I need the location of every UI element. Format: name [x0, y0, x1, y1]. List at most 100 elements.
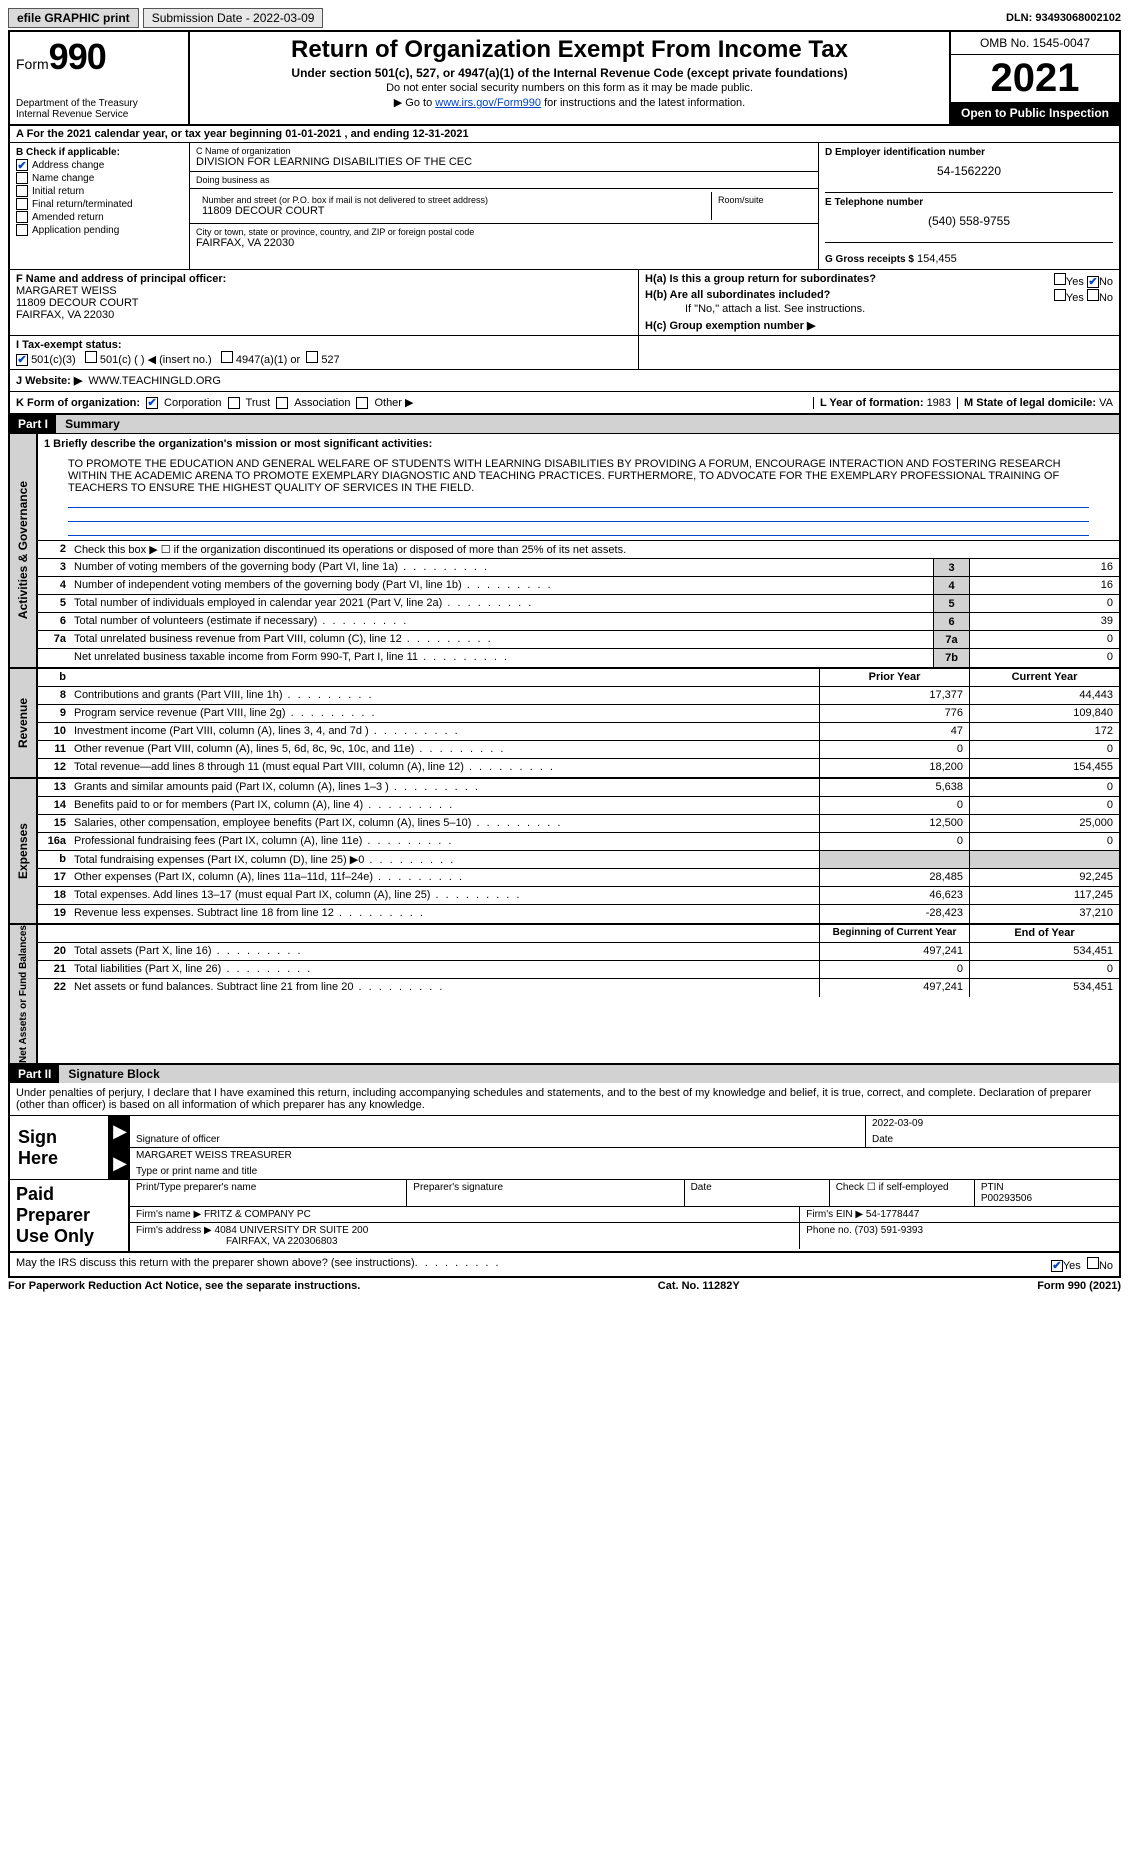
phone-label: E Telephone number	[825, 197, 1113, 208]
line-desc: Other expenses (Part IX, column (A), lin…	[70, 869, 819, 886]
discuss-yes: Yes	[1063, 1260, 1081, 1272]
line-value: 39	[969, 613, 1119, 630]
hdr-current-year: Current Year	[969, 669, 1119, 686]
part1-header: Part I	[10, 415, 56, 433]
cb-discuss-yes[interactable]	[1051, 1260, 1063, 1272]
dba-label: Doing business as	[196, 175, 812, 185]
sign-here-label: Sign Here	[10, 1116, 110, 1179]
cb-501c3[interactable]	[16, 354, 28, 366]
opt-527: 527	[321, 354, 339, 366]
line-desc: Number of voting members of the governin…	[70, 559, 933, 576]
line-num: 6	[38, 613, 70, 630]
website-label: J Website: ▶	[16, 374, 82, 387]
current-value: 92,245	[969, 869, 1119, 886]
vtab-net-assets: Net Assets or Fund Balances	[10, 925, 38, 1063]
current-value: 534,451	[969, 979, 1119, 997]
mission-label: 1 Briefly describe the organization's mi…	[38, 434, 1119, 454]
form-org-label: K Form of organization:	[16, 397, 140, 409]
cb-initial-return[interactable]	[16, 185, 28, 197]
cb-corp[interactable]	[146, 397, 158, 409]
cb-hb-yes[interactable]	[1054, 289, 1066, 301]
line-box: 7a	[933, 631, 969, 648]
discuss-no: No	[1099, 1260, 1113, 1272]
current-value: 109,840	[969, 705, 1119, 722]
line-value: 0	[969, 595, 1119, 612]
prep-phone-label: Phone no.	[806, 1225, 852, 1236]
form-subtitle: Under section 501(c), 527, or 4947(a)(1)…	[196, 66, 943, 80]
firm-name: FRITZ & COMPANY PC	[204, 1209, 311, 1220]
declaration-text: Under penalties of perjury, I declare th…	[10, 1083, 1119, 1116]
dept-label: Department of the Treasury	[16, 98, 182, 109]
cb-assoc[interactable]	[276, 397, 288, 409]
form-prefix: Form	[16, 56, 49, 72]
form-title: Return of Organization Exempt From Incom…	[196, 36, 943, 64]
line-num: 15	[38, 815, 70, 832]
domicile-value: VA	[1099, 397, 1113, 409]
cb-final-return[interactable]	[16, 198, 28, 210]
prior-value: 0	[819, 741, 969, 758]
tax-year: 2021	[951, 55, 1119, 102]
current-value: 117,245	[969, 887, 1119, 904]
line-num: 14	[38, 797, 70, 814]
irs-link[interactable]: www.irs.gov/Form990	[435, 97, 541, 109]
year-formation: 1983	[927, 397, 951, 409]
open-public: Open to Public Inspection	[951, 102, 1119, 124]
firm-name-label: Firm's name ▶	[136, 1209, 201, 1220]
opt-corp: Corporation	[164, 397, 221, 409]
part2-header: Part II	[10, 1065, 59, 1083]
current-value: 0	[969, 779, 1119, 796]
line-desc: Total expenses. Add lines 13–17 (must eq…	[70, 887, 819, 904]
line-desc: Total unrelated business revenue from Pa…	[70, 631, 933, 648]
line-value: 16	[969, 577, 1119, 594]
hb-yes: Yes	[1066, 292, 1084, 304]
cb-hb-no[interactable]	[1087, 289, 1099, 301]
hdr-end-year: End of Year	[969, 925, 1119, 942]
vtab-expenses: Expenses	[10, 779, 38, 923]
org-name: DIVISION FOR LEARNING DISABILITIES OF TH…	[196, 156, 812, 168]
cb-application-pending[interactable]	[16, 224, 28, 236]
cb-501c[interactable]	[85, 351, 97, 363]
line-num: 4	[38, 577, 70, 594]
note-link: ▶ Go to www.irs.gov/Form990 for instruct…	[196, 96, 943, 109]
addr-value: 11809 DECOUR COURT	[202, 205, 705, 217]
opt-trust: Trust	[246, 397, 271, 409]
prior-value: 0	[819, 833, 969, 850]
cb-amended-return[interactable]	[16, 211, 28, 223]
officer-label: F Name and address of principal officer:	[16, 273, 632, 285]
cb-other[interactable]	[356, 397, 368, 409]
city-value: FAIRFAX, VA 22030	[196, 237, 812, 249]
efile-print-button[interactable]: efile GRAPHIC print	[8, 8, 139, 28]
cb-discuss-no[interactable]	[1087, 1257, 1099, 1269]
tax-status-label: I Tax-exempt status:	[16, 339, 122, 351]
prior-value: 17,377	[819, 687, 969, 704]
submission-date: Submission Date - 2022-03-09	[143, 8, 324, 28]
opt-501c: 501(c) ( ) ◀ (insert no.)	[100, 354, 212, 366]
cb-ha-yes[interactable]	[1054, 273, 1066, 285]
cb-trust[interactable]	[228, 397, 240, 409]
line-value: 16	[969, 559, 1119, 576]
line-num: 18	[38, 887, 70, 904]
officer-addr2: FAIRFAX, VA 22030	[16, 309, 632, 321]
cb-address-change[interactable]	[16, 159, 28, 171]
current-value: 44,443	[969, 687, 1119, 704]
line-num: 21	[38, 961, 70, 978]
line-num: 13	[38, 779, 70, 796]
form-container: Form990 Department of the Treasury Inter…	[8, 30, 1121, 1278]
current-value: 0	[969, 833, 1119, 850]
cb-name-change[interactable]	[16, 172, 28, 184]
cb-4947[interactable]	[221, 351, 233, 363]
col-b-checkboxes: B Check if applicable: Address change Na…	[10, 143, 190, 269]
prep-sig-label: Preparer's signature	[407, 1180, 684, 1206]
ptin-label: PTIN	[981, 1182, 1113, 1193]
line-desc: Total assets (Part X, line 16)	[70, 943, 819, 960]
opt-501c3: 501(c)(3)	[31, 354, 76, 366]
cb-527[interactable]	[306, 351, 318, 363]
line-desc: Net unrelated business taxable income fr…	[70, 649, 933, 667]
cb-ha-no[interactable]	[1087, 276, 1099, 288]
line-desc: Professional fundraising fees (Part IX, …	[70, 833, 819, 850]
ein-value: 54-1562220	[825, 164, 1113, 178]
arrow-icon: ▶	[110, 1116, 130, 1147]
current-value	[969, 851, 1119, 868]
self-employed-label: Check ☐ if self-employed	[830, 1180, 975, 1206]
omb-number: OMB No. 1545-0047	[951, 32, 1119, 55]
